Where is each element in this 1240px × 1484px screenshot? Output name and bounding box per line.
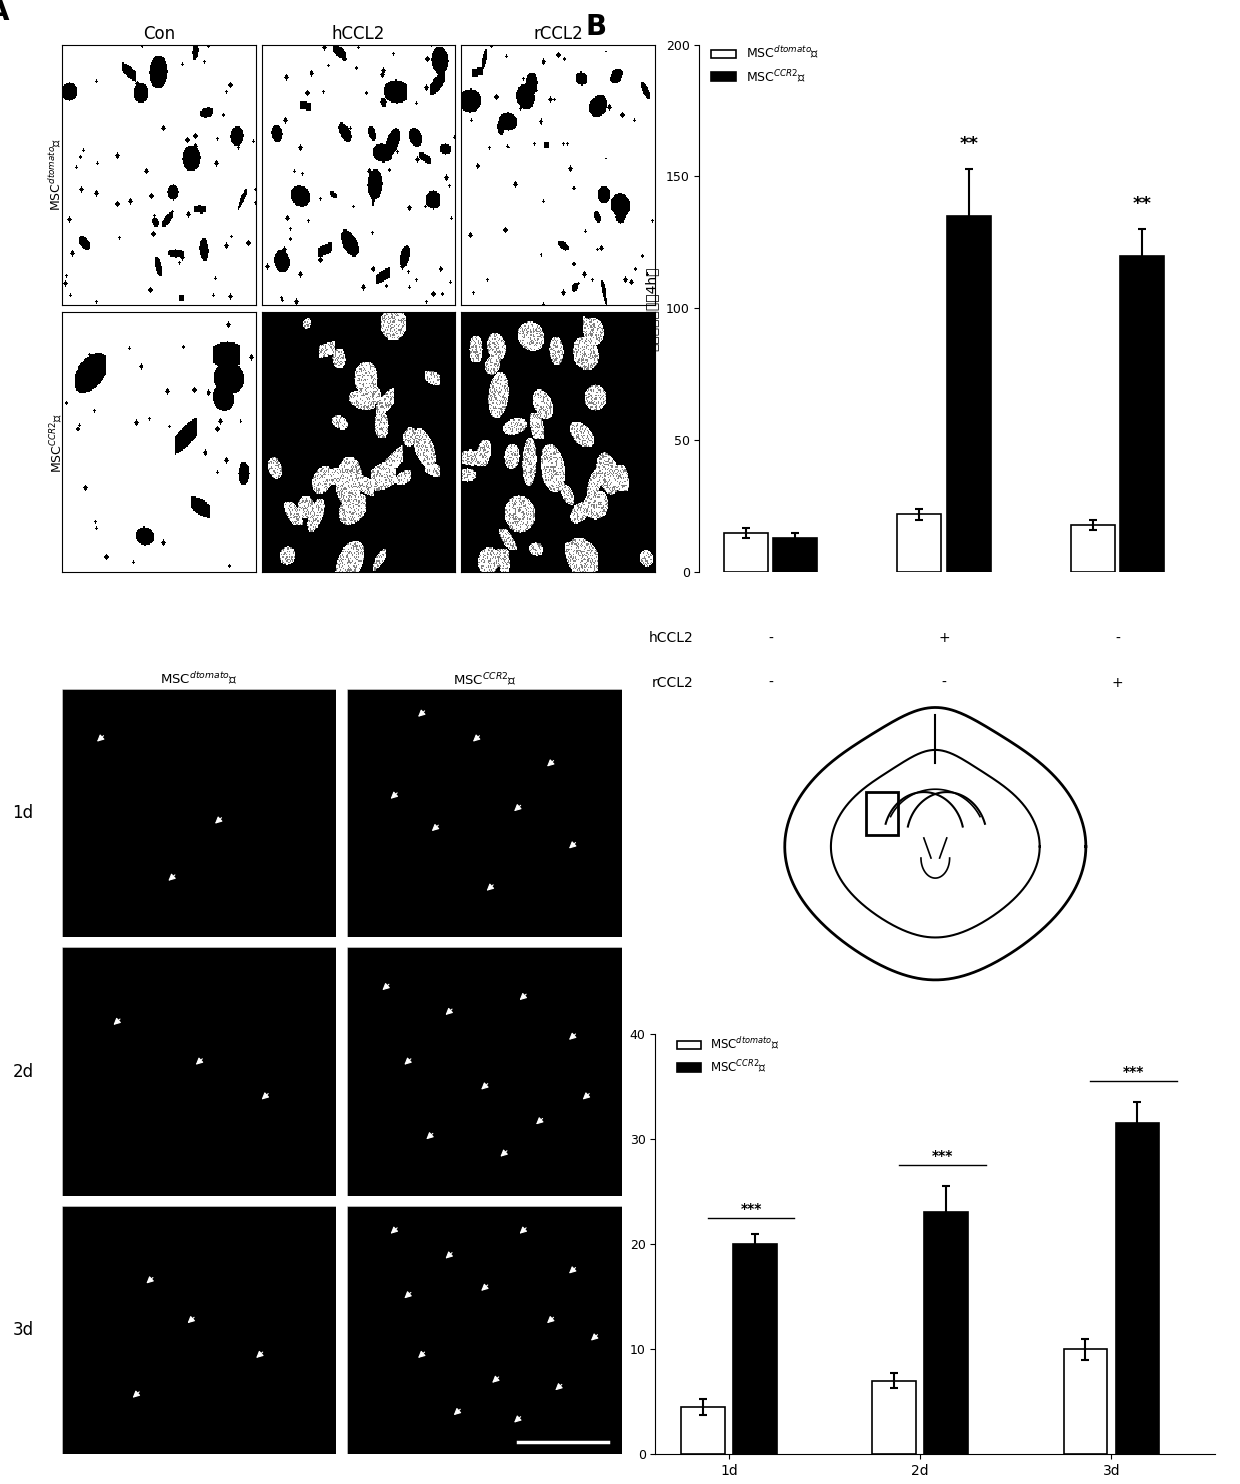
- Text: +: +: [1112, 677, 1123, 690]
- Bar: [733, 1244, 777, 1454]
- Text: -: -: [941, 677, 946, 690]
- Bar: [1121, 255, 1164, 573]
- Title: MSC$^{CCR2}$组: MSC$^{CCR2}$组: [453, 671, 517, 689]
- Text: ***: ***: [931, 1149, 952, 1163]
- Bar: [681, 1407, 725, 1454]
- Text: **: **: [960, 135, 978, 153]
- Title: Con: Con: [143, 25, 175, 43]
- Text: -: -: [768, 677, 773, 690]
- Bar: [867, 792, 898, 835]
- Bar: [924, 1212, 968, 1454]
- Legend: MSC$^{dtomato}$组, MSC$^{CCR2}$组: MSC$^{dtomato}$组, MSC$^{CCR2}$组: [706, 40, 825, 89]
- Bar: [724, 533, 768, 573]
- Legend: MSC$^{dtomato}$组, MSC$^{CCR2}$组: MSC$^{dtomato}$组, MSC$^{CCR2}$组: [672, 1031, 784, 1080]
- Text: +: +: [939, 631, 950, 646]
- Text: **: **: [1133, 196, 1152, 214]
- Y-axis label: 2d: 2d: [12, 1063, 33, 1080]
- Bar: [1116, 1123, 1159, 1454]
- Text: ***: ***: [740, 1202, 761, 1215]
- Bar: [1064, 1349, 1107, 1454]
- Text: -: -: [768, 631, 773, 646]
- Y-axis label: 每视野细胞数: 每视野细胞数: [609, 1218, 622, 1269]
- Y-axis label: 3d: 3d: [12, 1321, 33, 1339]
- Bar: [774, 539, 817, 573]
- Bar: [873, 1380, 916, 1454]
- Text: -: -: [1115, 631, 1120, 646]
- Text: rCCL2: rCCL2: [652, 677, 693, 690]
- Text: A: A: [0, 0, 10, 25]
- Text: B: B: [587, 13, 608, 42]
- Bar: [898, 515, 941, 573]
- Title: hCCL2: hCCL2: [332, 25, 386, 43]
- Bar: [1070, 525, 1115, 573]
- Bar: [947, 217, 991, 573]
- Title: MSC$^{dtomato}$组: MSC$^{dtomato}$组: [160, 671, 238, 687]
- Y-axis label: 1d: 1d: [12, 804, 33, 822]
- Y-axis label: 每视野细胞数（4h）: 每视野细胞数（4h）: [645, 266, 658, 350]
- Text: D: D: [532, 991, 556, 1020]
- Y-axis label: MSC$^{CCR2}$组: MSC$^{CCR2}$组: [48, 413, 64, 472]
- Text: ***: ***: [1122, 1066, 1145, 1079]
- Title: rCCL2: rCCL2: [533, 25, 583, 43]
- Text: hCCL2: hCCL2: [649, 631, 693, 646]
- Y-axis label: MSC$^{dtomato}$组: MSC$^{dtomato}$组: [48, 138, 64, 211]
